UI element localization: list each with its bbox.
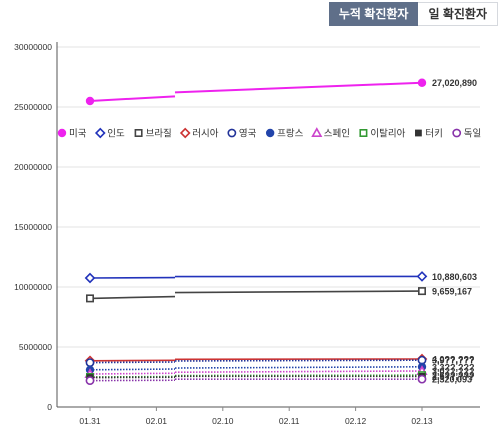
data-label: 2,5??,??? — [432, 372, 475, 382]
legend-marker — [311, 127, 323, 137]
y-tick-label: 10000000 — [14, 282, 52, 292]
series-line — [89, 372, 176, 375]
legend-marker — [359, 129, 368, 138]
series-line — [174, 81, 423, 94]
series-line — [89, 295, 176, 300]
data-label: 27,020,890 — [432, 78, 477, 88]
series-line — [89, 368, 176, 371]
y-tick-label: 15000000 — [14, 222, 52, 232]
y-tick-label: 0 — [47, 402, 52, 412]
legend-marker — [452, 128, 462, 138]
data-label: 3,9??,??? — [432, 356, 475, 366]
legend-label: 영국 — [239, 129, 257, 140]
data-label: 3,3??,??? — [432, 362, 475, 372]
x-tick-label: 01.31 — [79, 416, 101, 426]
x-tick-label: 02.11 — [279, 416, 300, 426]
data-label: 3,0??,??? — [432, 367, 475, 377]
x-tick-label: 02.13 — [411, 416, 433, 426]
data-point — [86, 294, 95, 303]
series-lines — [84, 78, 428, 385]
legend-marker — [94, 127, 106, 139]
data-point — [417, 78, 427, 87]
series-line — [174, 359, 423, 362]
x-tick-label: 02.12 — [345, 416, 367, 426]
data-point — [417, 374, 427, 384]
data-point — [84, 272, 96, 284]
legend: 미국 인도 브라질 러시아 영국 프랑스 스페인 이탈리아 터키 독일 — [57, 127, 481, 140]
data-label: 4,0??,??? — [432, 355, 475, 365]
legend-marker — [415, 129, 422, 137]
legend-marker — [265, 128, 275, 138]
x-tick-label: 02.01 — [146, 416, 168, 426]
series-line — [89, 95, 176, 102]
legend-label: 미국 — [69, 129, 87, 140]
legend-label: 스페인 — [324, 129, 350, 140]
x-tick-label: 02.10 — [212, 416, 234, 426]
series-line — [174, 365, 423, 369]
legend-marker — [57, 128, 67, 138]
end-labels: 27,020,89010,880,6039,659,1674,0??,???3,… — [432, 78, 477, 384]
legend-label: 프랑스 — [277, 128, 303, 140]
data-label: 10,880,603 — [432, 272, 477, 282]
series-line — [174, 370, 423, 374]
data-point — [417, 287, 426, 296]
y-tick-label: 30000000 — [14, 42, 52, 52]
legend-label: 브라질 — [146, 128, 172, 140]
legend-label: 이탈리아 — [370, 128, 405, 140]
legend-label: 러시아 — [192, 129, 218, 140]
y-axis: 0 5000000 10000000 15000000 20000000 25000000… — [14, 42, 58, 412]
data-label: 2,320,093 — [432, 375, 472, 385]
view-tabs: 누적 확진환자 일 확진환자 — [328, 2, 498, 26]
data-label: 9,659,167 — [432, 287, 472, 297]
data-point — [85, 96, 95, 106]
data-point — [416, 271, 428, 282]
legend-label: 인도 — [107, 129, 125, 140]
series-line — [89, 361, 176, 364]
legend-label: 터키 — [425, 129, 442, 140]
tab-cumulative[interactable]: 누적 확진환자 — [328, 2, 419, 26]
data-point — [85, 358, 95, 367]
legend-marker — [179, 127, 191, 139]
legend-marker — [134, 129, 143, 138]
legend-label: 독일 — [464, 129, 481, 140]
y-tick-label: 25000000 — [14, 102, 52, 112]
y-tick-label: 20000000 — [14, 162, 52, 172]
series-line — [174, 290, 423, 294]
legend-marker — [227, 128, 237, 138]
tab-daily[interactable]: 일 확진환자 — [418, 2, 498, 26]
data-point — [85, 376, 95, 385]
x-axis: 01.31 02.01 02.10 02.11 02.12 02.13 — [57, 406, 480, 426]
data-label: 2,6??,??? — [432, 371, 475, 381]
grid — [57, 46, 480, 348]
y-tick-label: 5000000 — [19, 342, 52, 352]
